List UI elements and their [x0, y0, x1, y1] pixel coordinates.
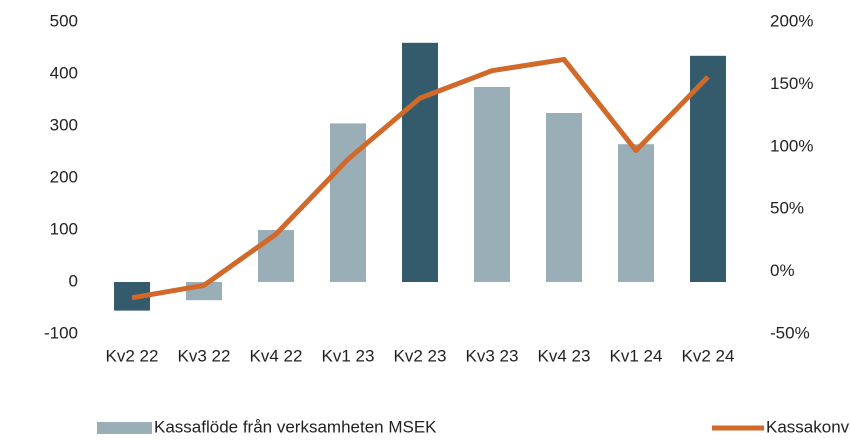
bar [258, 230, 294, 282]
y-tick-label: 300 [50, 115, 78, 134]
x-tick-label: Kv3 22 [178, 346, 231, 365]
y2-tick-label: 200% [770, 11, 813, 30]
legend-label: Kassaflöde från verksamheten MSEK [154, 417, 437, 436]
legend-label: Kassakonvertering [766, 417, 850, 436]
x-tick-label: Kv1 23 [322, 346, 375, 365]
x-tick-label: Kv4 23 [538, 346, 591, 365]
line [131, 56, 710, 301]
y-tick-label: 0 [69, 271, 78, 290]
y-tick-label: 200 [50, 167, 78, 186]
x-tick-label: Kv4 22 [250, 346, 303, 365]
bar [690, 55, 726, 282]
bar [618, 144, 654, 282]
y2-tick-label: 150% [770, 74, 813, 93]
bar [402, 42, 438, 282]
legend-swatch [97, 422, 152, 434]
y2-tick-label: -50% [770, 323, 810, 342]
x-tick-label: Kv2 22 [106, 346, 159, 365]
x-tick-label: Kv2 23 [394, 346, 447, 365]
y2-tick-label: 100% [770, 136, 813, 155]
x-tick-label: Kv1 24 [610, 346, 663, 365]
y-tick-label: -100 [44, 323, 78, 342]
y-tick-label: 400 [50, 63, 78, 82]
x-tick-label: Kv2 24 [682, 346, 735, 365]
bar [546, 113, 582, 282]
bar [474, 87, 510, 282]
y2-tick-label: 0% [770, 261, 795, 280]
y2-tick-label: 50% [770, 199, 804, 218]
y-tick-label: 500 [50, 11, 78, 30]
y-tick-label: 100 [50, 219, 78, 238]
x-tick-label: Kv3 23 [466, 346, 519, 365]
